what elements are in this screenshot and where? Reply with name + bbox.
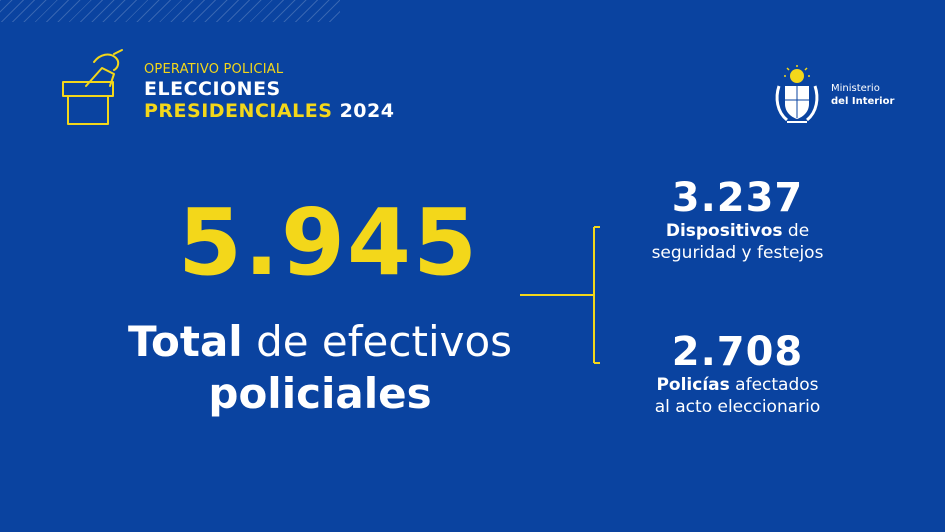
decorative-stripes [0,0,340,22]
stat-policias-value: 2.708 [671,329,804,375]
header-subtitle: OPERATIVO POLICIAL [144,62,284,77]
header-title-year: 2024 [339,100,395,122]
header-title-line2: PRESIDENCIALES 2024 [144,100,394,122]
ministry-name-line2: del Interior [831,96,895,107]
stat-dispositivos-desc-rest: de [787,221,810,241]
stat-dispositivos-desc-bold: Dispositivos [665,221,783,241]
total-label-bold: Total [127,317,243,366]
total-label-rest: de efectivos [256,317,513,366]
stat-policias: 2.708 Policías afectados al acto eleccio… [620,330,855,418]
header-title-line1: ELECCIONES [144,78,281,100]
stat-dispositivos-desc: Dispositivos de seguridad y festejos [620,220,855,264]
total-label-line2: policiales [208,369,432,418]
breakdown-connector [520,226,600,364]
header-title-presidenciales: PRESIDENCIALES [144,100,333,122]
ballot-box-icon [62,49,123,125]
stat-dispositivos: 3.237 Dispositivos de seguridad y festej… [620,176,855,264]
stat-policias-desc-line2: al acto eleccionario [654,397,821,417]
total-officers-label: Total de efectivos policiales [100,316,540,420]
stat-dispositivos-desc-line2: seguridad y festejos [651,243,824,263]
stat-policias-desc: Policías afectados al acto eleccionario [620,374,855,418]
total-officers-number: 5.945 [178,189,480,296]
stat-policias-desc-rest: afectados [735,375,819,395]
ministry-name-line1: Ministerio [831,83,880,94]
uruguay-coat-of-arms-icon [775,65,819,123]
stat-dispositivos-value: 3.237 [671,175,804,221]
stat-policias-desc-bold: Policías [656,375,730,395]
